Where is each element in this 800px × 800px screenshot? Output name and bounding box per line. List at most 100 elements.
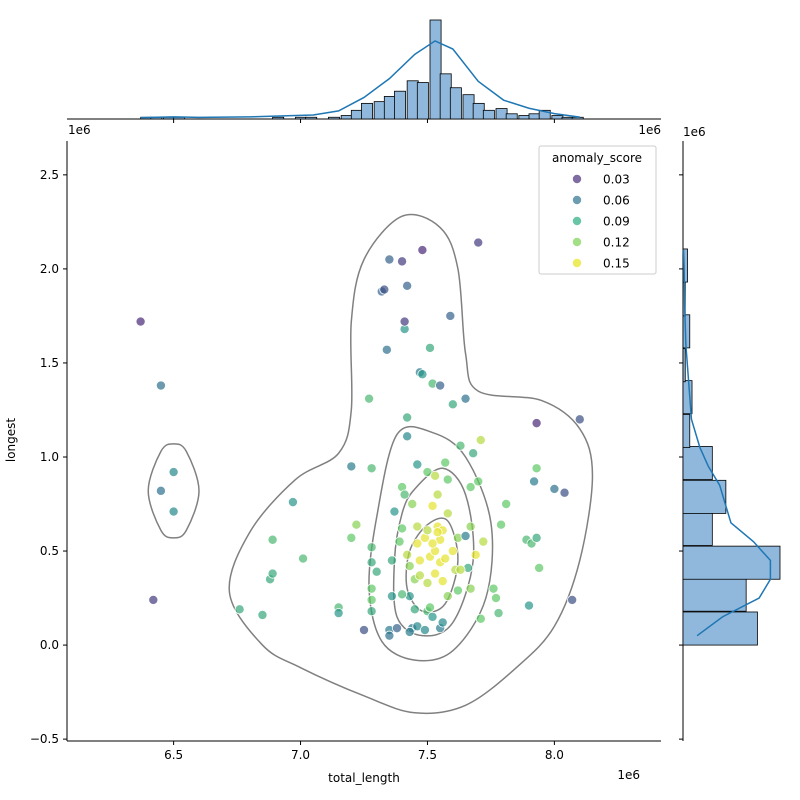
top-hist-bar [361, 102, 373, 120]
scatter-point [442, 591, 453, 602]
scatter-point [407, 499, 418, 510]
top-hist-bar [394, 90, 406, 120]
scatter-point [442, 474, 453, 485]
scatter-point [465, 482, 476, 493]
x-tick-label: 8.0 [545, 748, 564, 762]
legend-label: 0.09 [603, 215, 630, 229]
y-tick-label: 2.5 [40, 168, 59, 182]
top-hist-bar [350, 109, 363, 120]
scatter-point [366, 463, 377, 474]
scatter-point [384, 254, 395, 265]
scatter-point [404, 626, 415, 637]
scatter-point [440, 457, 451, 468]
scatter-point [475, 613, 486, 624]
top-hist-bar [383, 96, 396, 120]
top-hist-bar [495, 108, 508, 120]
scatter-point [346, 461, 357, 472]
scatter-point [427, 538, 438, 549]
legend-entries: 0.03 0.06 0.09 0.12 0.15 [572, 173, 630, 271]
scatter-point [364, 393, 375, 404]
scatter-point [567, 594, 578, 605]
scatter-point [574, 414, 585, 425]
scatter-point [366, 606, 377, 617]
scatter-point [168, 467, 179, 478]
y-tick-label: 0.0 [40, 638, 59, 652]
scatter-point [155, 485, 166, 496]
scatter-point [447, 546, 458, 557]
scatter-point [346, 532, 357, 543]
top-hist-bar [551, 115, 564, 120]
scatter-point [366, 594, 377, 605]
scatter-point [529, 476, 540, 487]
scatter-point [333, 608, 344, 619]
scatter-point [412, 538, 423, 549]
scatter-point [432, 489, 443, 500]
scatter-point [414, 555, 425, 566]
right-hist-kde-line [682, 250, 772, 637]
y-tick-label: 1.5 [40, 356, 59, 370]
right-marginal-histogram [682, 141, 781, 741]
scatter-point [381, 344, 392, 355]
scatter-point [493, 608, 504, 619]
scatter-point [402, 431, 413, 442]
scatter-point [422, 578, 433, 589]
top-hist-bar [439, 73, 452, 120]
scatter-point [366, 542, 377, 553]
scatter-point [168, 506, 179, 517]
legend: anomaly_score 0.03 0.06 0.09 0.12 0.15 [538, 145, 657, 275]
scatter-point [442, 508, 453, 519]
scatter-point [351, 519, 362, 530]
scatter-point [427, 500, 438, 511]
scatter-point [488, 583, 499, 594]
scatter-point [468, 448, 479, 459]
right-hist-bar [682, 545, 781, 580]
right-hist-bar [682, 577, 747, 612]
scatter-point [496, 519, 507, 530]
scatter-point [473, 237, 484, 248]
x-offset-label: 1e6 [617, 768, 640, 782]
right-hist-bar [682, 248, 688, 283]
legend-marker [572, 236, 583, 247]
scatter-point [424, 602, 435, 613]
scatter-point [478, 536, 489, 547]
scatter-point [455, 440, 466, 451]
right-hist-bar [682, 348, 686, 383]
kde-contour-line [228, 213, 594, 715]
scatter-point [419, 625, 430, 636]
top-hist-bar [561, 116, 574, 120]
top-hist-bar [272, 116, 285, 120]
top-hist-bar [449, 87, 462, 120]
top-hist-bar [518, 115, 531, 120]
scatter-point [524, 600, 535, 611]
top-hist-bar [482, 109, 495, 120]
top-hist-bar [328, 116, 340, 120]
top-hist-bar [295, 116, 307, 120]
scatter-point [447, 399, 458, 410]
scatter-point [490, 593, 501, 604]
scatter-point [397, 589, 408, 600]
top-hist-bar [373, 101, 386, 120]
legend-marker [572, 173, 583, 184]
scatter-point [402, 549, 413, 560]
right-hist-bar [682, 414, 691, 448]
legend-label: 0.06 [603, 194, 630, 208]
scatter-point [371, 566, 382, 577]
scatter-point [148, 594, 159, 605]
scatter-point [435, 380, 446, 391]
x-axis-label: total_length [328, 771, 400, 785]
right-hist-bar [682, 479, 727, 514]
scatter-point [399, 489, 410, 500]
y-tick-label: 0.5 [40, 544, 59, 558]
scatter-point [267, 534, 278, 545]
y-offset-label-left: 1e6 [68, 123, 91, 137]
scatter-point [475, 435, 486, 446]
x-tick-label: 7.0 [291, 748, 310, 762]
legend-marker [572, 194, 583, 205]
scatter-point [399, 316, 410, 327]
scatter-point [465, 583, 476, 594]
top-hist-bar [472, 102, 485, 120]
scatter-point [404, 561, 415, 572]
scatter-point [440, 553, 451, 564]
scatter-point [135, 316, 146, 327]
scatter-point [417, 245, 428, 256]
